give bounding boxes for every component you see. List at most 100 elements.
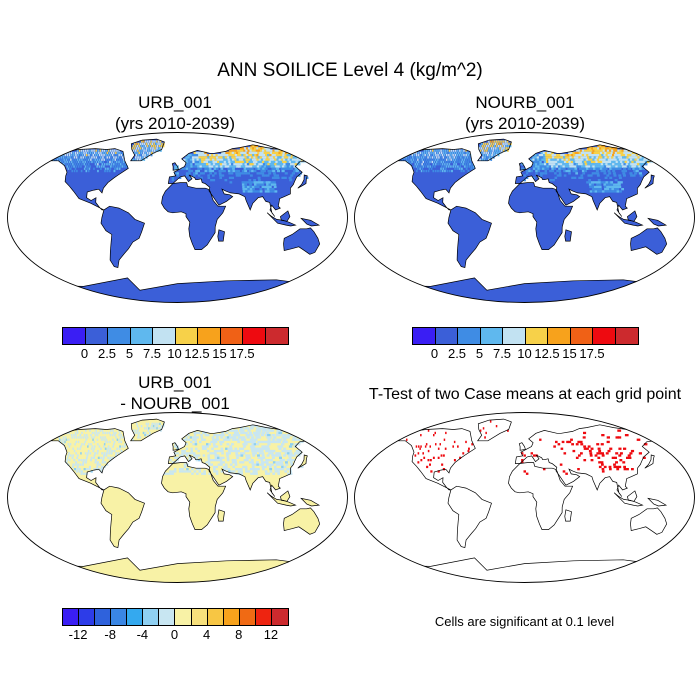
grid-cell	[441, 165, 443, 168]
grid-cell	[256, 165, 260, 168]
grid-cell	[638, 165, 642, 168]
grid-cell	[71, 160, 73, 164]
grid-cell	[68, 452, 70, 455]
grid-cell	[208, 167, 212, 170]
grid-cell	[602, 160, 606, 164]
grid-cell	[606, 160, 610, 164]
grid-cell	[240, 470, 243, 473]
grid-cell	[118, 438, 121, 441]
grid-cell	[210, 179, 213, 182]
grid-cell	[249, 438, 253, 441]
grid-cell	[604, 176, 608, 179]
grid-cell	[291, 165, 295, 168]
coastline-britain	[171, 162, 179, 171]
grid-cell	[286, 154, 291, 157]
grid-cell	[174, 452, 177, 455]
grid-cell	[630, 449, 635, 453]
grid-cell	[246, 436, 250, 439]
grid-cell	[120, 449, 123, 453]
grid-cell	[281, 443, 285, 446]
grid-cell	[120, 160, 122, 164]
grid-cell	[237, 160, 241, 164]
grid-cell	[66, 165, 68, 168]
grid-cell	[71, 456, 74, 459]
grid-cell	[241, 149, 245, 152]
grid-cell	[588, 449, 592, 453]
grid-cell	[290, 463, 294, 466]
grid-cell	[242, 443, 246, 446]
grid-cell	[257, 156, 261, 159]
grid-cell	[243, 445, 246, 448]
colorbar-tick-label: 2.5	[97, 346, 117, 361]
grid-cell	[274, 149, 279, 152]
grid-cell	[306, 431, 311, 435]
grid-cell	[76, 431, 79, 435]
grid-cell	[191, 468, 194, 471]
grid-cell	[634, 158, 639, 161]
grid-cell	[589, 190, 593, 193]
grid-cell	[208, 472, 211, 475]
panel-title-line2: (yrs 2010-2039)	[114, 114, 235, 133]
grid-cell	[286, 165, 290, 168]
grid-cell	[271, 167, 275, 170]
grid-cell	[220, 169, 224, 173]
grid-cell	[233, 151, 237, 155]
grid-cell	[95, 156, 98, 159]
grid-cell	[142, 147, 144, 150]
grid-cell	[174, 468, 177, 471]
grid-cell	[444, 169, 446, 173]
grid-cell	[574, 158, 578, 161]
grid-cell	[223, 151, 227, 155]
colorbar-tick-label: -12	[68, 627, 88, 642]
grid-cell	[301, 436, 306, 439]
grid-cell	[445, 160, 447, 164]
grid-cell	[602, 149, 607, 152]
grid-cell	[462, 156, 464, 159]
grid-cell	[204, 165, 207, 168]
grid-cell	[97, 156, 100, 159]
grid-cell	[227, 158, 231, 161]
grid-cell	[635, 154, 640, 157]
grid-cell	[203, 472, 206, 475]
grid-cell	[423, 149, 426, 152]
grid-cell	[485, 145, 488, 148]
grid-cell	[623, 167, 627, 170]
grid-cell	[276, 454, 279, 457]
grid-cell	[271, 176, 275, 179]
grid-cell	[275, 165, 279, 168]
grid-cell	[456, 160, 458, 164]
grid-cell	[603, 165, 607, 168]
land-madagascar	[564, 229, 572, 242]
grid-cell	[75, 436, 78, 439]
grid-cell	[295, 160, 300, 164]
grid-cell	[254, 183, 257, 186]
grid-cell	[244, 465, 248, 469]
grid-cell	[618, 183, 621, 186]
grid-cell	[462, 163, 464, 166]
grid-cell	[290, 156, 295, 159]
grid-cell	[612, 151, 617, 155]
grid-cell	[626, 468, 629, 471]
grid-cell	[243, 165, 246, 168]
grid-cell	[151, 142, 153, 145]
grid-cell	[281, 449, 285, 453]
grid-cell	[229, 158, 233, 161]
grid-cell	[282, 165, 286, 168]
grid-cell	[256, 461, 259, 464]
grid-cell	[631, 468, 634, 471]
colorbar-swatch	[198, 328, 221, 344]
coastline-africa	[161, 182, 227, 250]
grid-cell	[463, 149, 465, 152]
grid-cell	[586, 167, 589, 170]
grid-cell	[549, 151, 552, 155]
grid-cell	[59, 440, 62, 444]
grid-cell	[226, 443, 230, 446]
grid-cell	[294, 156, 299, 159]
grid-cell	[224, 156, 228, 159]
grid-cell	[605, 452, 609, 455]
grid-cell	[238, 151, 242, 155]
grid-cell	[434, 165, 436, 168]
grid-cell	[457, 158, 459, 161]
grid-cell	[627, 151, 632, 155]
grid-cell	[311, 160, 316, 164]
